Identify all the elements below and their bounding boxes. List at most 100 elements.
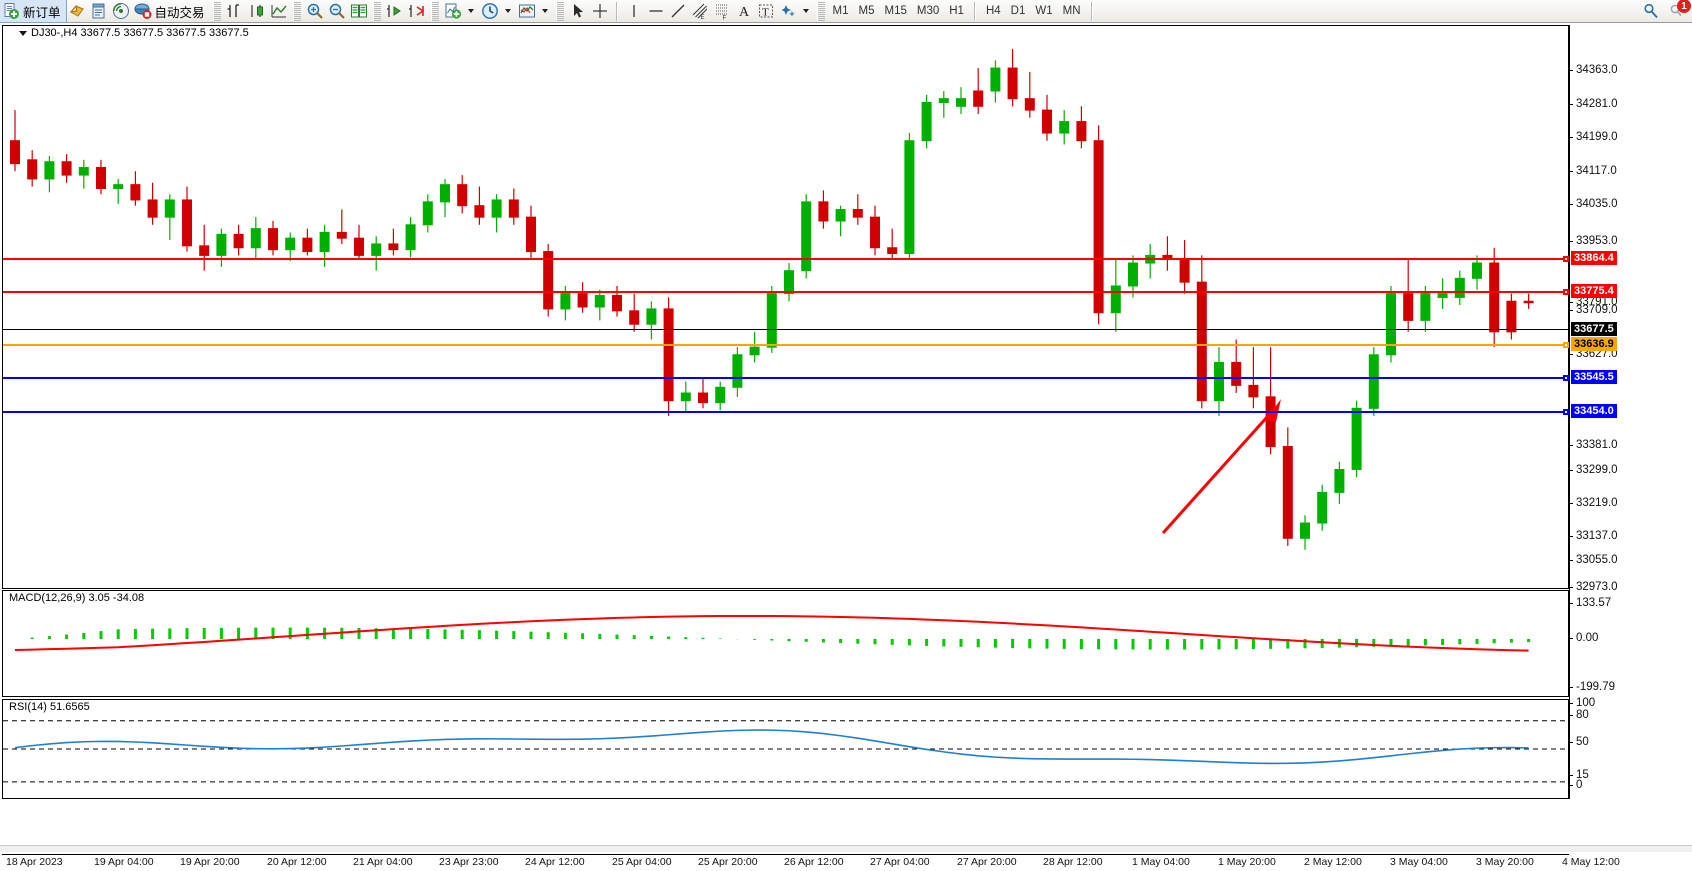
price-axis-label: 33709.0 bbox=[1576, 304, 1618, 316]
price-axis-label: 33381.0 bbox=[1576, 439, 1618, 451]
new-order-label: 新订单 bbox=[23, 5, 61, 20]
price-axis-label: 34117.0 bbox=[1576, 165, 1617, 177]
timeframe-m30[interactable]: M30 bbox=[916, 5, 940, 17]
time-axis-label: 3 May 04:00 bbox=[1390, 856, 1448, 868]
zoom-out-button[interactable] bbox=[326, 0, 348, 22]
price-axis-label: 33953.0 bbox=[1576, 235, 1618, 247]
pivot-level-tag[interactable]: 33636.9 bbox=[1571, 337, 1617, 351]
axis-tick bbox=[1569, 785, 1573, 786]
trendline-icon bbox=[669, 2, 687, 20]
timeframe-h1[interactable]: H1 bbox=[949, 5, 964, 17]
periods-button[interactable] bbox=[479, 0, 516, 22]
rsi-pane[interactable]: RSI(14) 51.6565 bbox=[2, 699, 1569, 799]
tile-windows-button[interactable] bbox=[348, 0, 370, 22]
fibonacci-tool[interactable]: F bbox=[711, 0, 733, 22]
price-chart-pane[interactable]: DJ30-,H4 33677.5 33677.5 33677.5 33677.5 bbox=[2, 25, 1569, 589]
price-axis-label: 34035.0 bbox=[1576, 198, 1618, 210]
price-axis-label: 33791.0 bbox=[1576, 296, 1618, 308]
time-axis-label: 20 Apr 12:00 bbox=[267, 856, 327, 868]
pivot-level-line[interactable] bbox=[3, 342, 1569, 348]
notifications-button[interactable]: 1 bbox=[1666, 0, 1691, 22]
resistance-level-2-tag[interactable]: 33775.4 bbox=[1571, 284, 1617, 298]
current-price-level-tag[interactable]: 33677.5 bbox=[1571, 322, 1617, 336]
equidistant-channel-tool[interactable]: E bbox=[689, 0, 711, 22]
line-chart-icon bbox=[270, 2, 288, 20]
chart-shift-button[interactable] bbox=[406, 0, 428, 22]
line-chart-button[interactable] bbox=[268, 0, 290, 22]
templates-button[interactable] bbox=[516, 0, 553, 22]
timeframe-m1[interactable]: M1 bbox=[832, 5, 849, 17]
toolbar-separator bbox=[816, 1, 825, 21]
crosshair-icon bbox=[591, 2, 609, 20]
macd-pane[interactable]: MACD(12,26,9) 3.05 -34.08 bbox=[2, 590, 1569, 697]
shapes-tool[interactable] bbox=[777, 0, 814, 22]
trendline-tool[interactable] bbox=[667, 0, 689, 22]
label-tool[interactable]: T bbox=[755, 0, 777, 22]
axis-tick bbox=[1569, 603, 1573, 604]
price-axis[interactable]: 34363.0 34281.0 34199.0 34117.0 34035.0 33953… bbox=[1569, 25, 1692, 799]
expert-advisor-icon bbox=[68, 2, 86, 20]
text-icon: A bbox=[735, 2, 753, 20]
vertical-line-tool[interactable] bbox=[623, 0, 645, 22]
horizontal-line-tool[interactable] bbox=[645, 0, 667, 22]
price-axis-label: 34363.0 bbox=[1576, 64, 1618, 76]
search-button[interactable] bbox=[1640, 0, 1662, 22]
resistance-level-2-line[interactable] bbox=[3, 289, 1569, 295]
axis-line bbox=[1569, 25, 1570, 799]
toolbar-separator bbox=[615, 1, 618, 21]
text-tool[interactable]: A bbox=[733, 0, 755, 22]
axis-tick bbox=[1569, 204, 1573, 205]
axis-tick bbox=[1569, 715, 1573, 716]
rsi-label: RSI(14) 51.6565 bbox=[7, 701, 92, 713]
symbol-dropdown-caret[interactable] bbox=[19, 30, 27, 36]
indicators-button[interactable] bbox=[442, 0, 479, 22]
time-axis-label: 26 Apr 12:00 bbox=[784, 856, 844, 868]
time-axis-label: 28 Apr 12:00 bbox=[1043, 856, 1103, 868]
expert-advisors-button[interactable] bbox=[66, 0, 88, 22]
cursor-tool[interactable] bbox=[567, 0, 589, 22]
axis-tick bbox=[1569, 503, 1573, 504]
toolbar-separator bbox=[372, 1, 381, 21]
toolbar-separator bbox=[973, 1, 976, 21]
toolbar-right-group: 1 bbox=[1640, 0, 1692, 22]
support-level-2-line[interactable] bbox=[3, 409, 1569, 415]
timeframe-w1[interactable]: W1 bbox=[1035, 5, 1053, 17]
auto-trading-button[interactable]: 自动交易 bbox=[132, 0, 210, 22]
crosshair-tool[interactable] bbox=[589, 0, 611, 22]
timeframe-mn[interactable]: MN bbox=[1062, 5, 1081, 17]
chevron-down-icon[interactable] bbox=[504, 9, 511, 13]
time-axis-label: 25 Apr 20:00 bbox=[698, 856, 758, 868]
new-order-button[interactable]: 新订单 bbox=[0, 0, 67, 23]
time-axis-label: 27 Apr 20:00 bbox=[957, 856, 1017, 868]
time-axis-label: 18 Apr 2023 bbox=[6, 856, 63, 868]
chevron-down-icon[interactable] bbox=[541, 9, 548, 13]
auto-scroll-button[interactable] bbox=[384, 0, 406, 22]
support-level-1-line[interactable] bbox=[3, 375, 1569, 381]
time-axis-label: 24 Apr 12:00 bbox=[525, 856, 585, 868]
resistance-level-1-line[interactable] bbox=[3, 256, 1569, 262]
timeframe-h4[interactable]: H4 bbox=[985, 5, 1001, 17]
resistance-level-1-tag[interactable]: 33864.4 bbox=[1571, 251, 1617, 265]
bar-chart-button[interactable] bbox=[224, 0, 246, 22]
candlestick-chart-button[interactable] bbox=[246, 0, 268, 22]
support-level-2-tag[interactable]: 33454.0 bbox=[1571, 404, 1617, 418]
signals-button[interactable] bbox=[110, 0, 132, 22]
trend-arrow[interactable] bbox=[1148, 381, 1348, 561]
support-level-1-tag[interactable]: 33545.5 bbox=[1571, 370, 1617, 384]
data-window-button[interactable] bbox=[88, 0, 110, 22]
chart-area[interactable]: DJ30-,H4 33677.5 33677.5 33677.5 33677.5… bbox=[0, 23, 1692, 868]
time-axis-label: 1 May 20:00 bbox=[1218, 856, 1276, 868]
templates-icon bbox=[518, 2, 536, 20]
time-axis-label: 23 Apr 23:00 bbox=[439, 856, 499, 868]
timeframe-m15[interactable]: M15 bbox=[884, 5, 907, 17]
toolbar-separator bbox=[212, 1, 221, 21]
chevron-down-icon[interactable] bbox=[802, 9, 809, 13]
timeframe-d1[interactable]: D1 bbox=[1010, 5, 1026, 17]
time-axis[interactable]: 18 Apr 2023 19 Apr 04:00 19 Apr 20:00 20 Ap… bbox=[2, 854, 1620, 871]
macd-series bbox=[14, 614, 1531, 652]
chevron-down-icon[interactable] bbox=[467, 9, 474, 13]
zoom-in-button[interactable] bbox=[304, 0, 326, 22]
clock-icon bbox=[481, 2, 499, 20]
timeframe-m5[interactable]: M5 bbox=[858, 5, 875, 17]
axis-tick bbox=[1569, 241, 1573, 242]
